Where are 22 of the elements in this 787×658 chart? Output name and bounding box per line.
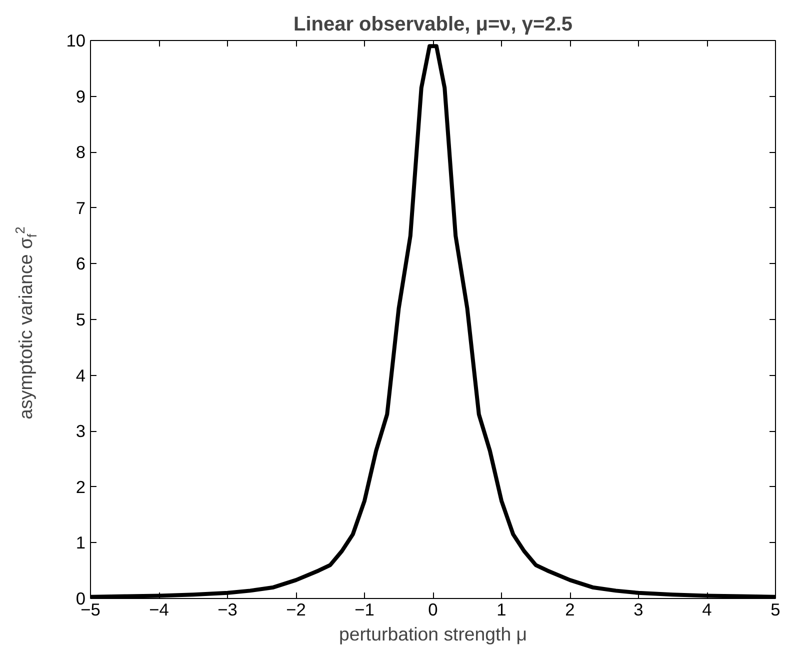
y-tick-label: 3 — [76, 421, 86, 442]
x-axis-title: perturbation strength μ — [338, 624, 528, 644]
chart-title: Linear observable, μ=ν, γ=2.5 — [293, 14, 573, 36]
x-tick-label: −2 — [286, 600, 306, 620]
x-tick-label: 0 — [428, 600, 438, 620]
y-tick-label: 8 — [76, 142, 86, 162]
x-tick-label: 4 — [702, 600, 712, 620]
x-tick-label: 3 — [634, 600, 644, 620]
y-tick-label: 7 — [76, 198, 86, 218]
y-tick-label: 9 — [76, 86, 86, 106]
y-tick-label: 10 — [66, 30, 86, 50]
y-tick-label: 5 — [76, 310, 86, 330]
x-tick-label: −3 — [218, 600, 238, 620]
y-tick-label: 1 — [76, 532, 86, 553]
x-tick-label: 5 — [770, 600, 780, 620]
y-tick-label: 6 — [76, 254, 86, 274]
y-tick-label: 2 — [76, 476, 86, 497]
x-tick-label: −1 — [354, 600, 374, 620]
x-tick-label: 1 — [496, 600, 506, 620]
x-tick-label: 2 — [565, 600, 575, 620]
x-tick-label: −4 — [149, 600, 170, 620]
y-tick-label: 4 — [76, 365, 86, 386]
